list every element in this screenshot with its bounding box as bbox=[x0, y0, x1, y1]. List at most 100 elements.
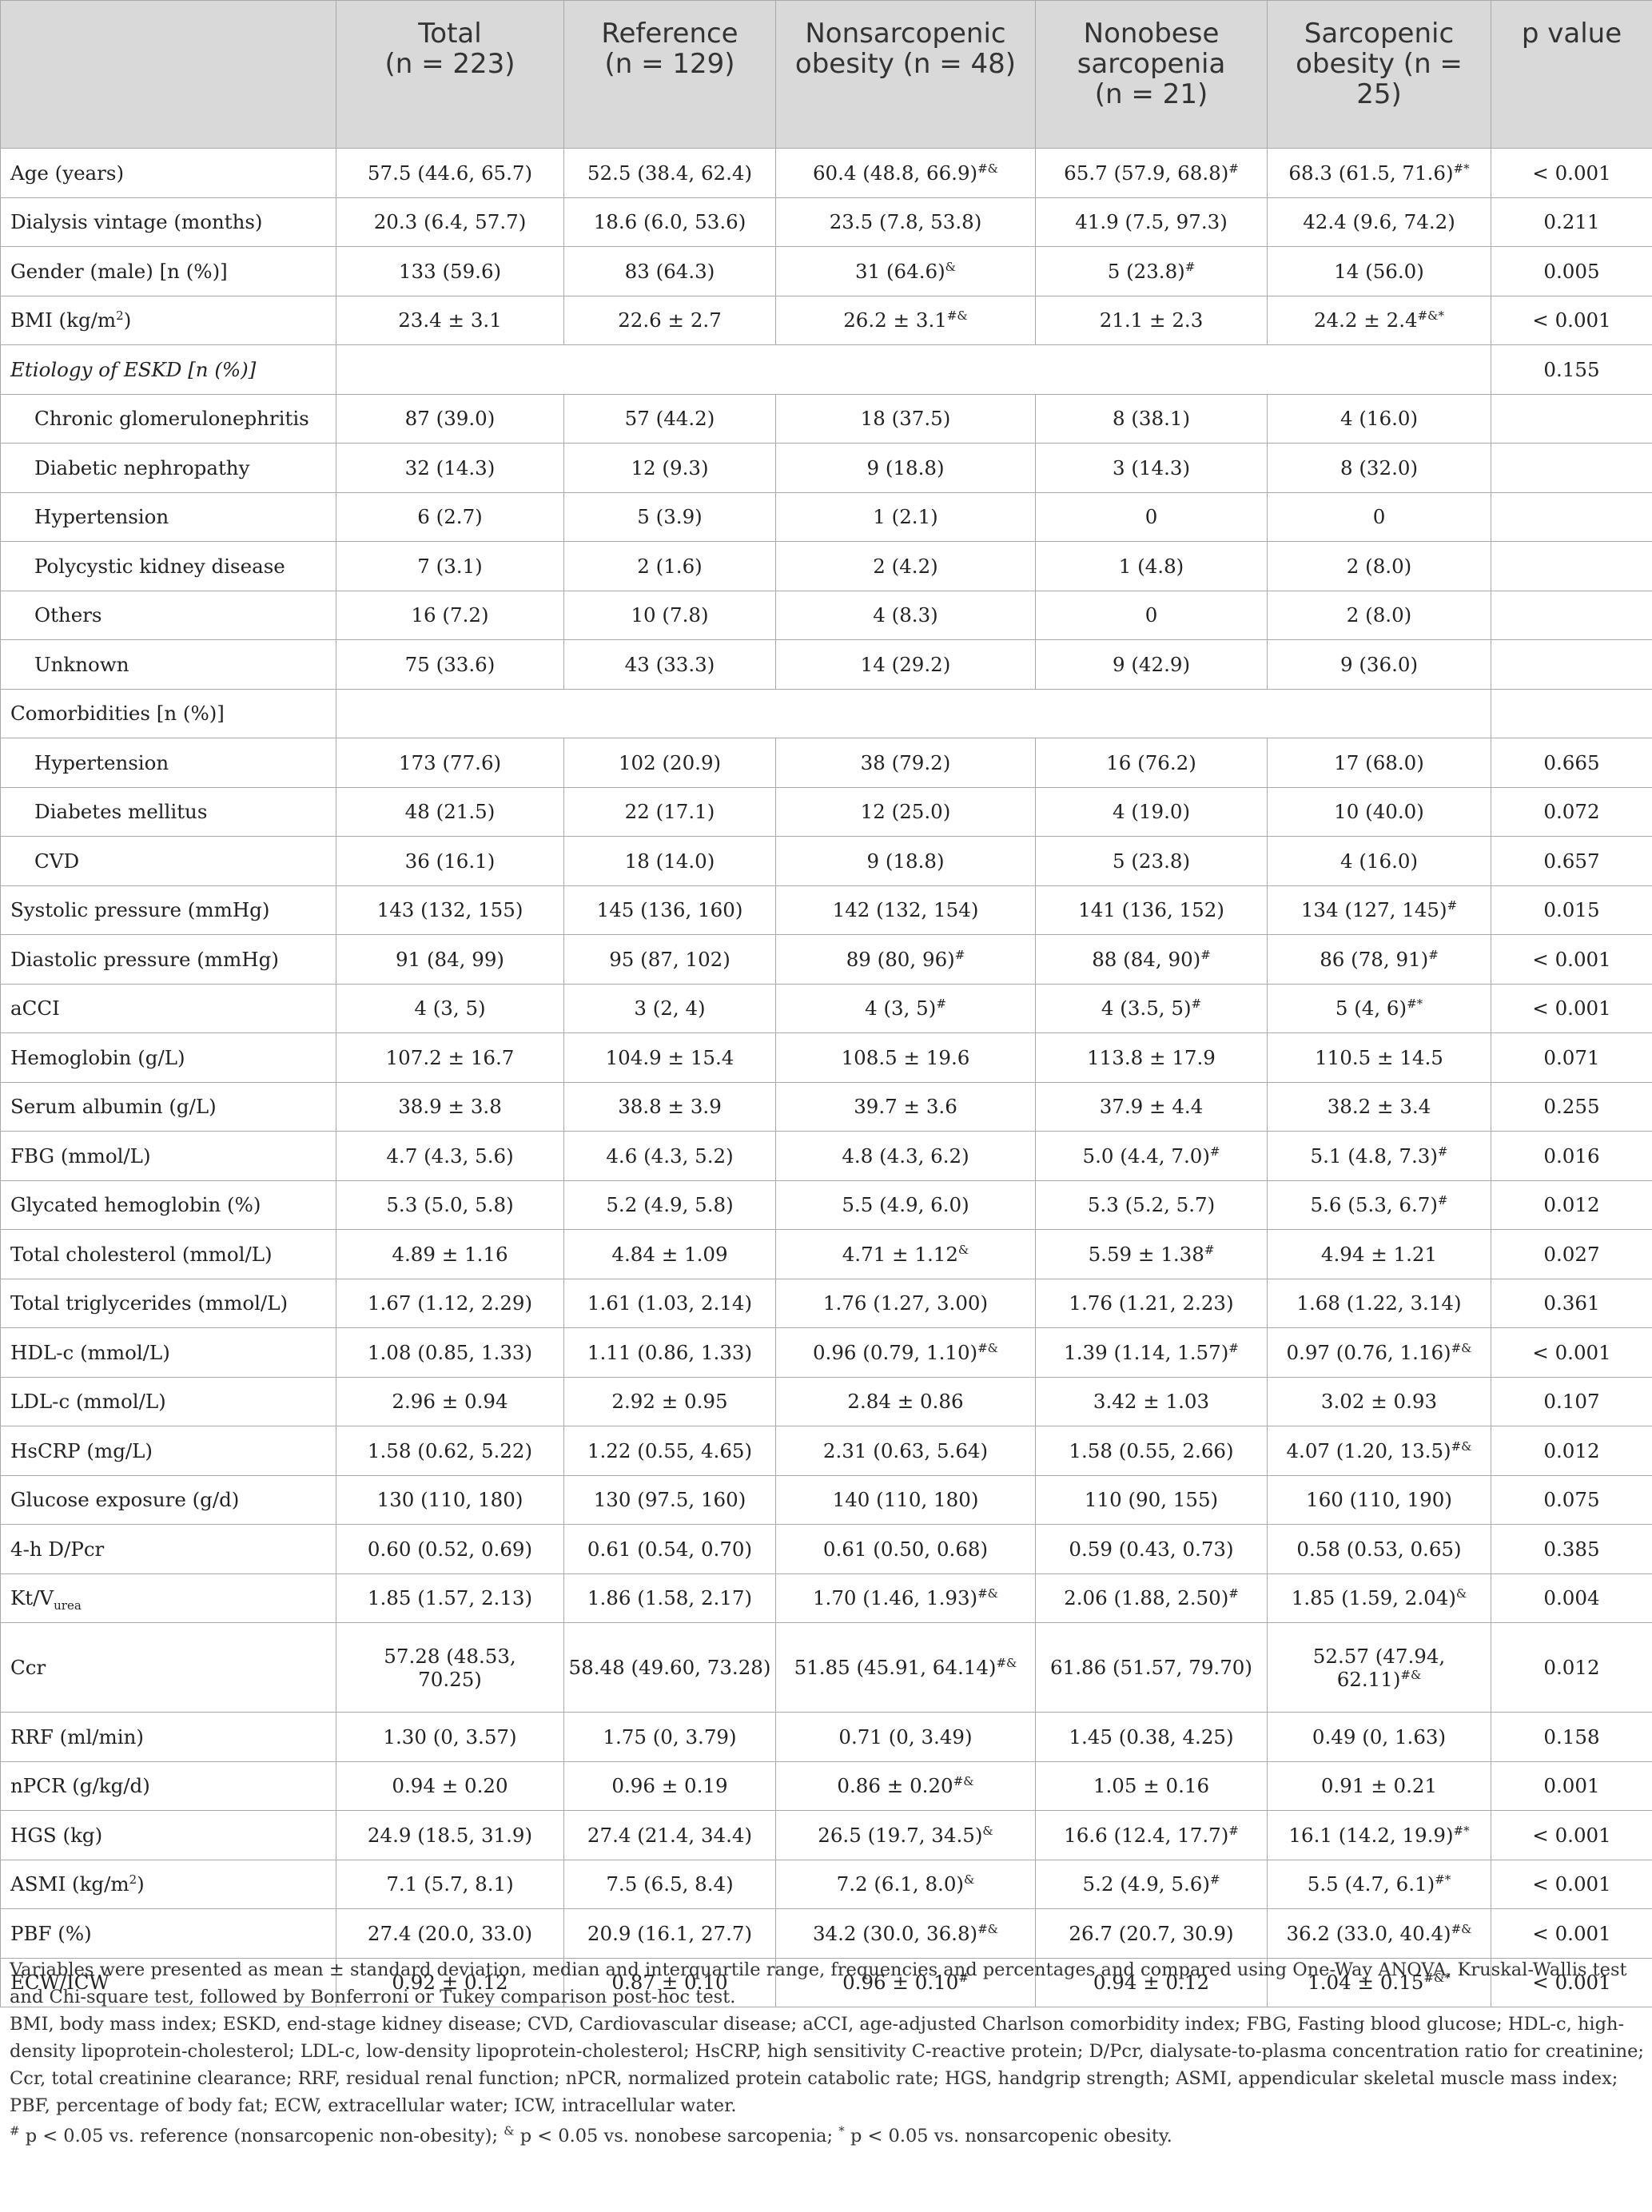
cell-p-value bbox=[1491, 590, 1652, 640]
row-label: ECW/ICW bbox=[0, 1957, 336, 2007]
cell-total: 4 (3, 5) bbox=[336, 983, 564, 1033]
table-row: Kt/Vurea 1.85 (1.57, 2.13) 1.86 (1.58, 2.1… bbox=[0, 1573, 1652, 1623]
cell-total: 1.85 (1.57, 2.13) bbox=[336, 1573, 564, 1623]
cell-total: 1.67 (1.12, 2.29) bbox=[336, 1278, 564, 1328]
cell-reference: 0.87 ± 0.10 bbox=[563, 1957, 776, 2007]
cell-reference: 43 (33.3) bbox=[563, 639, 776, 690]
cell-nonsarcopenic-obesity: 39.7 ± 3.6 bbox=[775, 1081, 1036, 1132]
cell-total: 87 (39.0) bbox=[336, 393, 564, 444]
cell-sarcopenic-obesity: 42.4 (9.6, 74.2) bbox=[1267, 197, 1491, 247]
cell-reference: 2 (1.6) bbox=[563, 541, 776, 591]
cell-reference: 22 (17.1) bbox=[563, 786, 776, 837]
cell-nonobese-sarcopenia: 0.94 ± 0.12 bbox=[1035, 1957, 1268, 2007]
cell-sarcopenic-obesity: 1.68 (1.22, 3.14) bbox=[1267, 1278, 1491, 1328]
row-label: RRF (ml/min) bbox=[0, 1712, 336, 1762]
table-row: Etiology of ESKD [n (%)] 0.155 bbox=[0, 344, 1652, 395]
row-label: aCCI bbox=[0, 983, 336, 1033]
cell-nonobese-sarcopenia: 2.06 (1.88, 2.50)# bbox=[1035, 1573, 1268, 1623]
table-row: ASMI (kg/m2) 7.1 (5.7, 8.1) 7.5 (6.5, 8.4)… bbox=[0, 1859, 1652, 1909]
cell-p-value: 0.158 bbox=[1491, 1712, 1652, 1762]
cell-sarcopenic-obesity: 4.94 ± 1.21 bbox=[1267, 1229, 1491, 1279]
cell-p-value: < 0.001 bbox=[1491, 1810, 1652, 1860]
table-row: Glycated hemoglobin (%) 5.3 (5.0, 5.8) 5.2… bbox=[0, 1180, 1652, 1230]
cell-nonsarcopenic-obesity: 0.71 (0, 3.49) bbox=[775, 1712, 1036, 1762]
cell-reference: 52.5 (38.4, 62.4) bbox=[563, 148, 776, 198]
cell-total: 23.4 ± 3.1 bbox=[336, 295, 564, 345]
cell-sarcopenic-obesity: 0.58 (0.53, 0.65) bbox=[1267, 1524, 1491, 1574]
table-row: PBF (%) 27.4 (20.0, 33.0) 20.9 (16.1, 27.7… bbox=[0, 1908, 1652, 1959]
table-row: Gender (male) [n (%)] 133 (59.6) 83 (64.3)… bbox=[0, 246, 1652, 296]
table-row: FBG (mmol/L) 4.7 (4.3, 5.6) 4.6 (4.3, 5.2)… bbox=[0, 1131, 1652, 1181]
cell-nonobese-sarcopenia: 9 (42.9) bbox=[1035, 639, 1268, 690]
cell-reference: 38.8 ± 3.9 bbox=[563, 1081, 776, 1132]
table-row: Total triglycerides (mmol/L) 1.67 (1.12, … bbox=[0, 1278, 1652, 1328]
cell-nonsarcopenic-obesity: 12 (25.0) bbox=[775, 786, 1036, 837]
header-sarcopenic-obesity: Sarcopenic obesity (n = 25) bbox=[1267, 0, 1491, 149]
cell-nonsarcopenic-obesity: 140 (110, 180) bbox=[775, 1474, 1036, 1525]
cell-nonsarcopenic-obesity: 4 (3, 5)# bbox=[775, 983, 1036, 1033]
table-row: Total cholesterol (mmol/L) 4.89 ± 1.16 4.8… bbox=[0, 1229, 1652, 1279]
cell-p-value: 0.012 bbox=[1491, 1622, 1652, 1713]
cell-nonobese-sarcopenia: 88 (84, 90)# bbox=[1035, 934, 1268, 985]
cell-nonobese-sarcopenia: 5 (23.8) bbox=[1035, 836, 1268, 886]
footnote-methods: Variables were presented as mean ± stand… bbox=[10, 1959, 1627, 2007]
table-row: BMI (kg/m2) 23.4 ± 3.1 22.6 ± 2.7 26.2 ± 3.… bbox=[0, 295, 1652, 345]
cell-nonobese-sarcopenia: 5 (23.8)# bbox=[1035, 246, 1268, 296]
cell-sarcopenic-obesity: 24.2 ± 2.4#&* bbox=[1267, 295, 1491, 345]
cell-sarcopenic-obesity: 0.91 ± 0.21 bbox=[1267, 1760, 1491, 1811]
cell-p-value: 0.005 bbox=[1491, 246, 1652, 296]
row-label: ASMI (kg/m2) bbox=[0, 1859, 336, 1909]
cell-sarcopenic-obesity: 2 (8.0) bbox=[1267, 590, 1491, 640]
cell-total: 7 (3.1) bbox=[336, 541, 564, 591]
cell-sarcopenic-obesity: 38.2 ± 3.4 bbox=[1267, 1081, 1491, 1132]
cell-p-value: 0.004 bbox=[1491, 1573, 1652, 1623]
cell-p-value: 0.001 bbox=[1491, 1760, 1652, 1811]
cell-reference: 58.48 (49.60, 73.28) bbox=[563, 1622, 776, 1713]
cell-nonsarcopenic-obesity: 142 (132, 154) bbox=[775, 885, 1036, 935]
row-label: Systolic pressure (mmHg) bbox=[0, 885, 336, 935]
cell-nonobese-sarcopenia: 0.59 (0.43, 0.73) bbox=[1035, 1524, 1268, 1574]
cell-sarcopenic-obesity: 0.97 (0.76, 1.16)#& bbox=[1267, 1327, 1491, 1378]
cell-reference: 20.9 (16.1, 27.7) bbox=[563, 1908, 776, 1959]
cell-reference: 18.6 (6.0, 53.6) bbox=[563, 197, 776, 247]
cell-p-value bbox=[1491, 541, 1652, 591]
cell-p-value: 0.255 bbox=[1491, 1081, 1652, 1132]
row-label: Dialysis vintage (months) bbox=[0, 197, 336, 247]
cell-sarcopenic-obesity: 0.49 (0, 1.63) bbox=[1267, 1712, 1491, 1762]
table-row: Hemoglobin (g/L) 107.2 ± 16.7 104.9 ± 15.4… bbox=[0, 1032, 1652, 1083]
header-reference: Reference (n = 129) bbox=[563, 0, 776, 149]
cell-nonobese-sarcopenia: 113.8 ± 17.9 bbox=[1035, 1032, 1268, 1083]
section-blank bbox=[336, 688, 1491, 738]
baseline-characteristics-table: Total (n = 223) Reference (n = 129) Nonsar… bbox=[0, 0, 1652, 2007]
cell-sarcopenic-obesity: 36.2 (33.0, 40.4)#& bbox=[1267, 1908, 1491, 1959]
cell-sarcopenic-obesity: 1.85 (1.59, 2.04)& bbox=[1267, 1573, 1491, 1623]
cell-sarcopenic-obesity: 16.1 (14.2, 19.9)#* bbox=[1267, 1810, 1491, 1860]
cell-reference: 5 (3.9) bbox=[563, 491, 776, 542]
cell-nonobese-sarcopenia: 65.7 (57.9, 68.8)# bbox=[1035, 148, 1268, 198]
cell-total: 130 (110, 180) bbox=[336, 1474, 564, 1525]
cell-total: 4.7 (4.3, 5.6) bbox=[336, 1131, 564, 1181]
cell-p-value bbox=[1491, 491, 1652, 542]
cell-nonobese-sarcopenia: 16.6 (12.4, 17.7)# bbox=[1035, 1810, 1268, 1860]
row-label: Gender (male) [n (%)] bbox=[0, 246, 336, 296]
table-row: 4-h D/Pcr 0.60 (0.52, 0.69) 0.61 (0.54, 0.… bbox=[0, 1524, 1652, 1574]
cell-nonsarcopenic-obesity: 0.96 (0.79, 1.10)#& bbox=[775, 1327, 1036, 1378]
cell-nonobese-sarcopenia: 1.58 (0.55, 2.66) bbox=[1035, 1426, 1268, 1476]
cell-sarcopenic-obesity: 68.3 (61.5, 71.6)#* bbox=[1267, 148, 1491, 198]
cell-total: 4.89 ± 1.16 bbox=[336, 1229, 564, 1279]
table-row: aCCI 4 (3, 5) 3 (2, 4) 4 (3, 5)# 4 (3.5, 5)#… bbox=[0, 983, 1652, 1033]
cell-sarcopenic-obesity: 110.5 ± 14.5 bbox=[1267, 1032, 1491, 1083]
table-row: Chronic glomerulonephritis 87 (39.0) 57 (4… bbox=[0, 393, 1652, 444]
cell-reference: 1.22 (0.55, 4.65) bbox=[563, 1426, 776, 1476]
section-blank bbox=[336, 344, 1491, 395]
cell-p-value: 0.107 bbox=[1491, 1376, 1652, 1426]
cell-sarcopenic-obesity: 160 (110, 190) bbox=[1267, 1474, 1491, 1525]
cell-reference: 1.86 (1.58, 2.17) bbox=[563, 1573, 776, 1623]
table-row: Glucose exposure (g/d) 130 (110, 180) 130 … bbox=[0, 1474, 1652, 1525]
table-row: LDL-c (mmol/L) 2.96 ± 0.94 2.92 ± 0.95 2.84… bbox=[0, 1376, 1652, 1426]
cell-p-value: 0.657 bbox=[1491, 836, 1652, 886]
row-label: FBG (mmol/L) bbox=[0, 1131, 336, 1181]
table-row: Diabetic nephropathy 32 (14.3) 12 (9.3) 9 (… bbox=[0, 443, 1652, 493]
cell-nonobese-sarcopenia: 1.05 ± 0.16 bbox=[1035, 1760, 1268, 1811]
